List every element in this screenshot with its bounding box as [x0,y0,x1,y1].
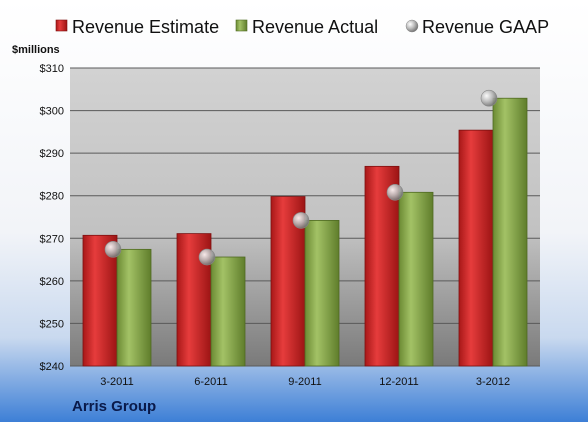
y-tick-label: $250 [40,318,64,330]
legend-swatch [55,19,68,32]
x-tick-label: 9-2011 [288,376,321,388]
x-tick-label: 6-2011 [194,376,227,388]
marker-revenue-gaap [198,248,216,266]
bar-revenue-actual [492,97,528,367]
marker-revenue-gaap [480,89,498,107]
legend-label: Revenue Actual [252,17,378,37]
bar-revenue-actual [116,248,152,367]
y-axis-label: $millions [12,44,60,56]
legend-swatch [235,19,248,32]
bar-revenue-estimate [458,129,494,367]
legend-label: Revenue GAAP [422,17,549,37]
legend-swatch [405,19,419,33]
legend: Revenue Estimate Revenue Actual Revenue GA… [55,17,549,37]
marker-revenue-gaap [104,241,122,258]
x-tick-labels: 3-2011 6-2011 9-2011 12-2011 3-2012 [100,376,510,388]
y-tick-label: $310 [40,63,64,75]
y-tick-label: $240 [40,361,64,373]
x-tick-label: 3-2012 [476,376,510,388]
y-tick-labels: $240 $250 $260 $270 $280 $290 $300 $310 [40,63,64,373]
bar-revenue-actual [210,256,246,367]
gaap-markers [104,89,498,266]
y-tick-label: $260 [40,276,64,288]
y-tick-label: $290 [40,148,64,160]
y-tick-label: $270 [40,233,64,245]
marker-revenue-gaap [292,212,310,229]
x-tick-label: 3-2011 [100,376,133,388]
legend-label: Revenue Estimate [72,17,219,37]
y-tick-label: $300 [40,106,64,118]
bar-revenue-actual [398,191,434,367]
marker-revenue-gaap [386,184,404,201]
x-tick-label: 12-2011 [379,376,419,388]
bars [82,97,528,367]
bar-revenue-actual [304,220,340,367]
company-name: Arris Group [72,398,156,415]
y-tick-label: $280 [40,191,64,203]
